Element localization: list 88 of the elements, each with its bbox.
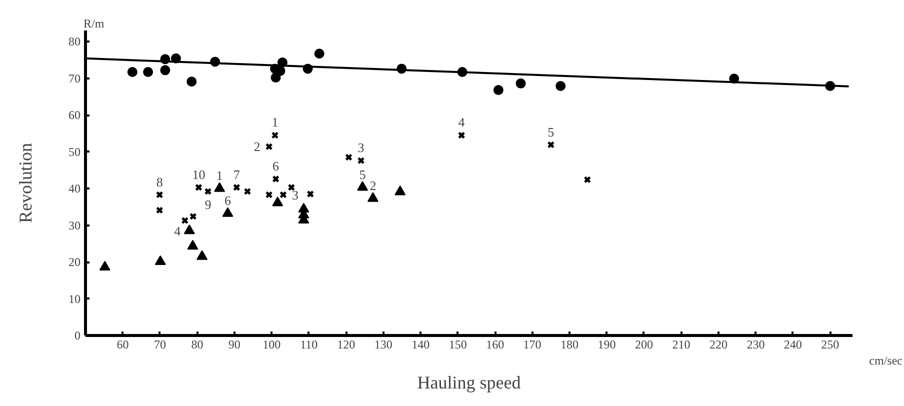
x-tick-label: 250 xyxy=(821,338,840,352)
y-tick-label: 40 xyxy=(68,182,80,196)
point xyxy=(196,250,208,260)
annotation: 2 xyxy=(370,178,376,193)
x-tick-label: 60 xyxy=(116,338,129,352)
point xyxy=(186,76,197,87)
x-tick-label: 140 xyxy=(412,338,430,352)
point xyxy=(194,184,202,192)
text: cm/sec xyxy=(869,354,903,368)
annotation: 9 xyxy=(204,196,212,212)
point xyxy=(272,196,284,206)
point xyxy=(493,85,504,96)
y-axis-title: Revolution xyxy=(16,143,36,223)
y-tick-label: 0 xyxy=(74,328,80,342)
point xyxy=(244,188,252,196)
x-tick-label: 200 xyxy=(634,338,653,352)
annotation: 5 xyxy=(548,124,554,140)
y-tick-label: 20 xyxy=(68,255,80,270)
point xyxy=(357,181,368,191)
y-tick-label: 30 xyxy=(68,218,80,232)
x-tick-label: 210 xyxy=(672,338,690,352)
point xyxy=(204,188,212,196)
x-tick-label: 190 xyxy=(598,338,616,352)
point xyxy=(99,260,110,271)
x-axis-title: Hauling speed xyxy=(417,372,521,392)
point xyxy=(345,154,352,161)
y-tick-label: 60 xyxy=(68,108,80,122)
point xyxy=(184,224,195,234)
point xyxy=(187,240,198,250)
point xyxy=(160,65,170,76)
point xyxy=(272,175,280,183)
point xyxy=(214,182,226,192)
point xyxy=(143,67,154,78)
text: R/m xyxy=(84,16,105,30)
point xyxy=(357,156,365,164)
point xyxy=(156,191,164,198)
y-tick-label: 50 xyxy=(68,144,80,159)
point xyxy=(367,192,378,202)
point xyxy=(516,78,526,88)
point xyxy=(154,255,166,266)
x-tick-label: 160 xyxy=(486,338,504,352)
point xyxy=(458,132,466,139)
annotation: 8 xyxy=(156,174,163,190)
point xyxy=(556,80,566,91)
x-tick-label: 220 xyxy=(709,338,728,352)
point xyxy=(306,190,314,198)
x-tick-label: 240 xyxy=(784,338,802,352)
x-tick-label: 150 xyxy=(448,338,467,352)
x-tick-label: 170 xyxy=(523,338,542,352)
point xyxy=(271,132,279,139)
point xyxy=(584,176,592,184)
point xyxy=(394,186,406,196)
x-tick-label: 80 xyxy=(191,338,204,352)
point xyxy=(279,191,287,198)
annotation: 1 xyxy=(216,168,223,184)
annotation: 10 xyxy=(192,166,206,182)
x-tick-label: 70 xyxy=(154,338,166,352)
y-tick-label: 10 xyxy=(68,292,80,306)
y-tick-label: 70 xyxy=(68,71,80,86)
x-tick-label: 230 xyxy=(746,338,765,352)
point xyxy=(265,191,273,198)
x-tick-label: 110 xyxy=(300,338,318,352)
annotation: 7 xyxy=(233,166,240,182)
point xyxy=(288,184,296,192)
annotation: 3 xyxy=(292,187,298,202)
point xyxy=(181,216,189,224)
point xyxy=(232,184,240,192)
y-tick-label: 80 xyxy=(68,34,80,49)
point xyxy=(127,67,138,78)
point xyxy=(265,142,273,150)
annotation: 4 xyxy=(174,223,182,238)
annotation: 6 xyxy=(224,193,232,208)
annotation: 2 xyxy=(254,139,260,154)
x-tick-label: 100 xyxy=(262,338,281,352)
point xyxy=(314,48,324,59)
point xyxy=(156,206,164,214)
x-tick-label: 130 xyxy=(374,338,392,352)
x-tick-label: 90 xyxy=(228,338,240,352)
x-tick-label: 120 xyxy=(337,338,356,352)
annotation: 6 xyxy=(272,158,280,174)
annotation: 3 xyxy=(358,140,364,156)
point xyxy=(547,141,555,149)
point xyxy=(222,207,234,217)
point xyxy=(189,212,197,220)
x-tick-label: 180 xyxy=(560,338,579,352)
annotation: 4 xyxy=(458,114,466,130)
annotation: 1 xyxy=(272,114,278,130)
annotation: 5 xyxy=(359,166,366,182)
